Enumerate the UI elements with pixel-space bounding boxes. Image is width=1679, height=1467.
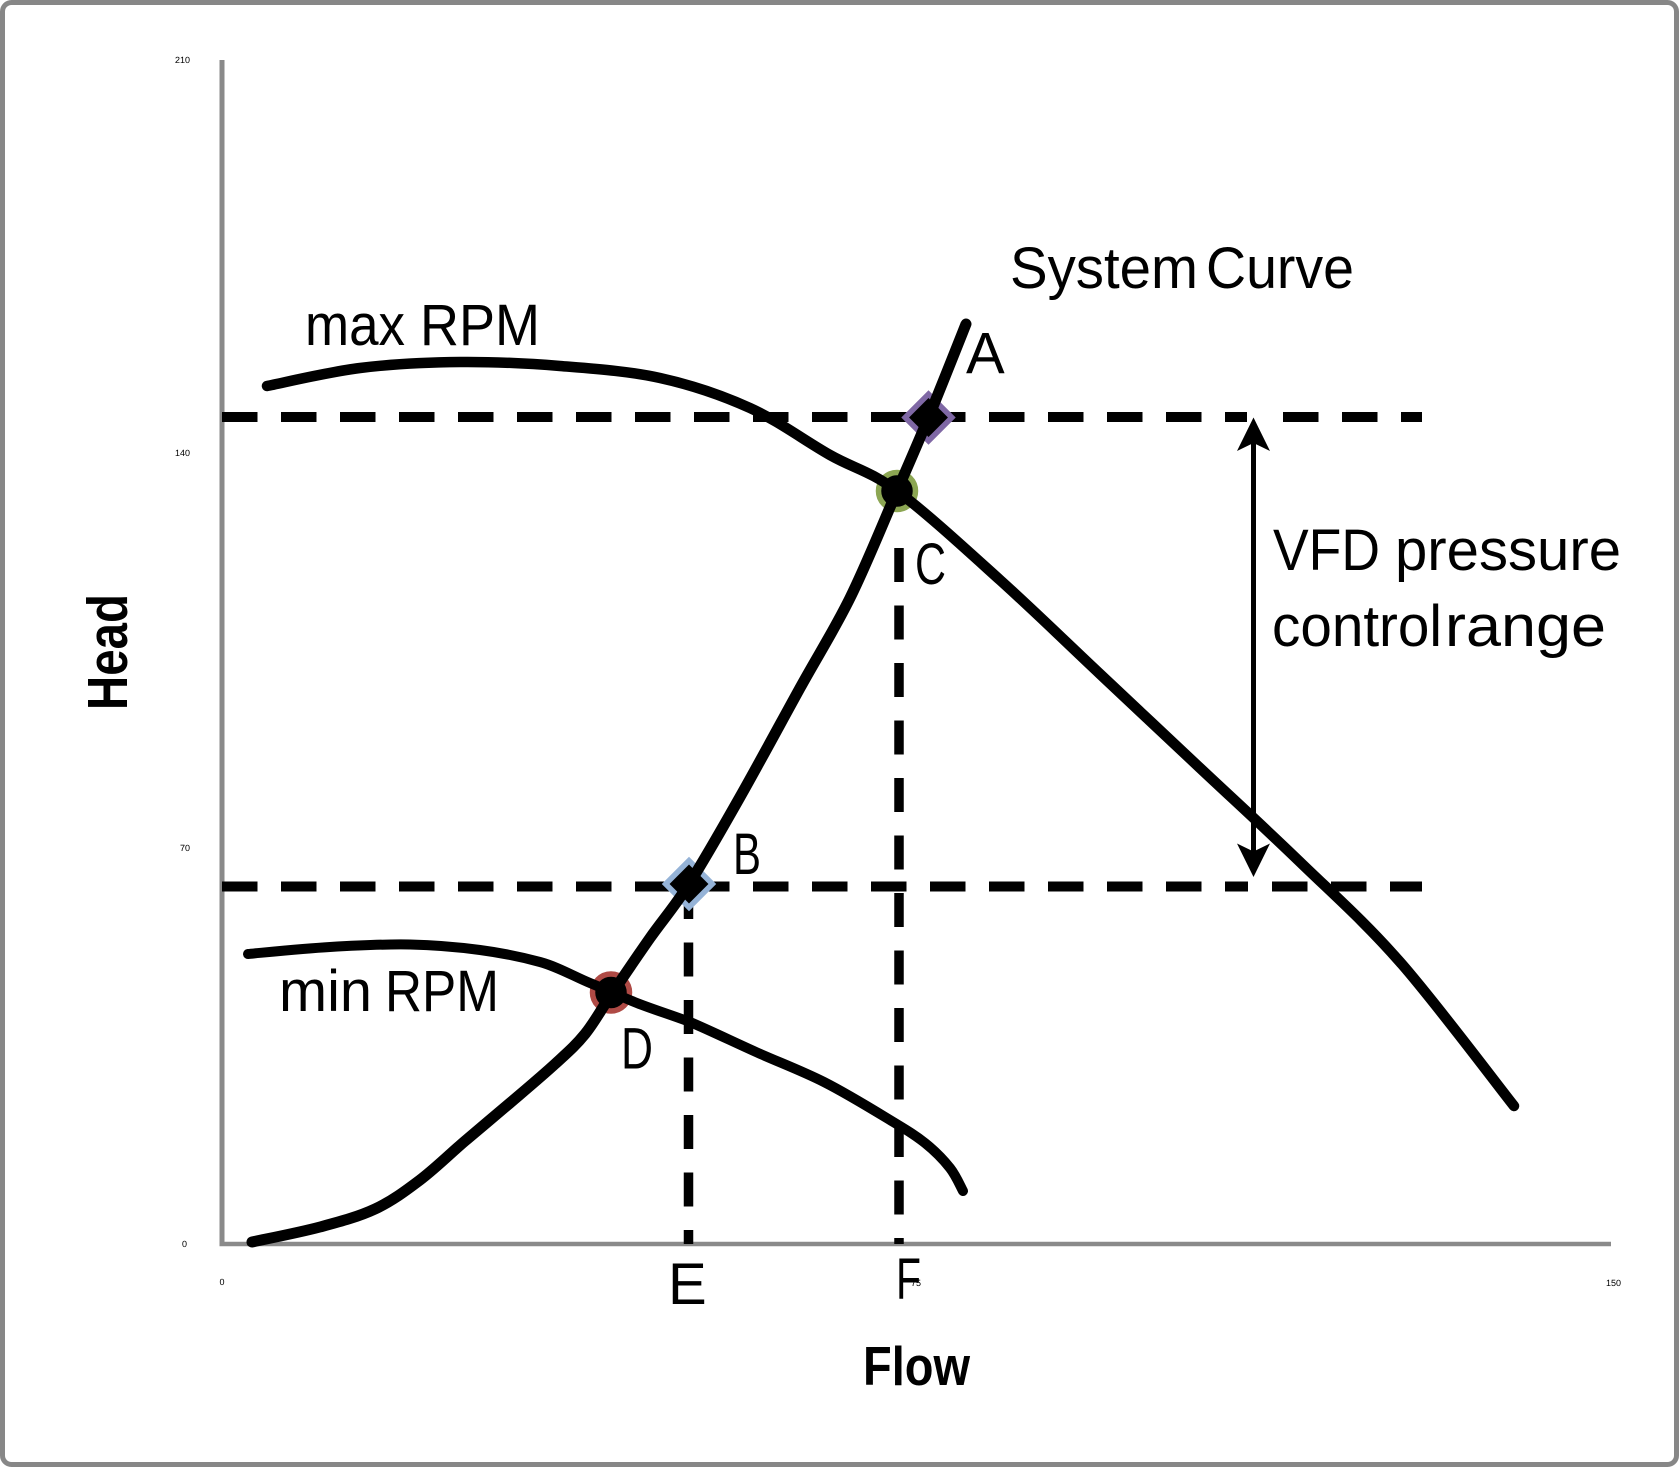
svg-text:C: C (915, 532, 946, 597)
svg-text:pressure: pressure (1395, 518, 1621, 583)
svg-text:Curve: Curve (1206, 236, 1354, 301)
svg-text:range: range (1445, 594, 1606, 659)
svg-text:A: A (966, 322, 1005, 387)
svg-text:RPM: RPM (420, 293, 540, 358)
svg-text:Flow: Flow (863, 1336, 971, 1397)
svg-text:Head: Head (76, 594, 140, 710)
svg-text:B: B (733, 822, 761, 887)
svg-text:max: max (305, 293, 405, 358)
svg-text:min: min (279, 959, 372, 1024)
svg-text:E: E (668, 1252, 707, 1317)
svg-text:F: F (896, 1247, 921, 1312)
svg-text:RPM: RPM (385, 959, 499, 1024)
svg-text:System: System (1010, 236, 1198, 301)
svg-text:control: control (1272, 594, 1442, 659)
svg-text:D: D (621, 1017, 653, 1082)
svg-text:VFD: VFD (1273, 518, 1380, 583)
